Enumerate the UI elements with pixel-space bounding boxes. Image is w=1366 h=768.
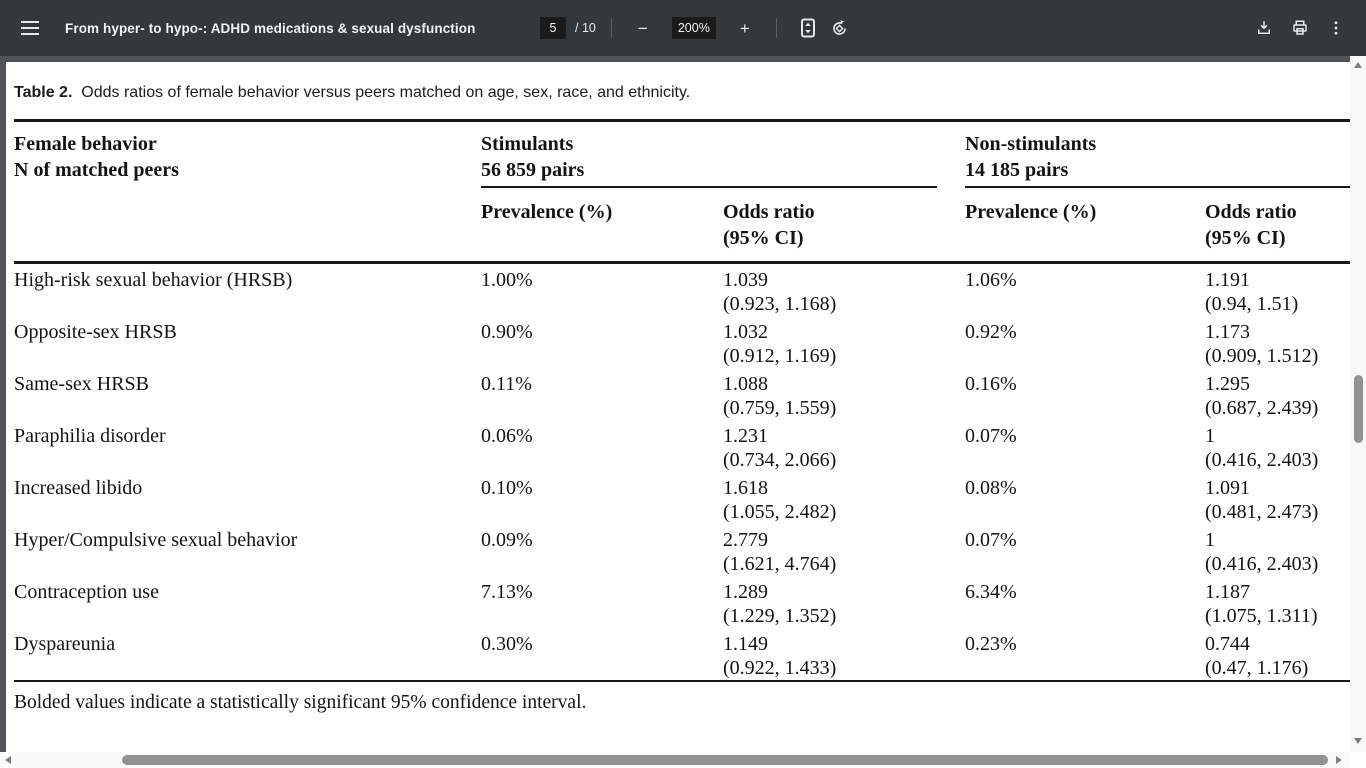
table-row: Dyspareunia 0.30% 1.149 (0.922, 1.433) 0.… (14, 628, 1350, 681)
non-odds-cell: 1.187 (1.075, 1.311) (1205, 581, 1318, 627)
stim-prevalence-cell: 0.90% (481, 321, 533, 343)
subheader-stim-prevalence: Prevalence (%) (481, 201, 613, 223)
page-number-input[interactable]: 5 (540, 17, 566, 39)
table-caption: Table 2. Odds ratios of female behavior … (14, 84, 1350, 102)
fit-page-button[interactable] (792, 12, 824, 44)
non-prevalence-cell: 1.06% (965, 269, 1017, 291)
stim-odds-cell: 1.618 (1.055, 2.482) (723, 477, 837, 523)
non-prevalence-cell: 0.92% (965, 321, 1017, 343)
scroll-left-icon[interactable] (5, 756, 11, 764)
group-header-stimulants: Stimulants 56 859 pairs (481, 121, 965, 188)
more-options-button[interactable] (1320, 12, 1352, 44)
rotate-button[interactable] (824, 12, 856, 44)
menu-icon (21, 21, 39, 35)
subheader-non-prevalence: Prevalence (%) (965, 201, 1097, 223)
pdf-toolbar: From hyper- to hypo-: ADHD medications &… (0, 0, 1366, 56)
table-footnote: Bolded values indicate a statistically s… (14, 692, 587, 713)
non-odds-cell: 1 (0.416, 2.403) (1205, 529, 1319, 575)
behavior-cell: Contraception use (14, 581, 159, 603)
subheader-stim-odds-ratio: Odds ratio (95% CI) (723, 201, 815, 249)
non-odds-cell: 1 (0.416, 2.403) (1205, 425, 1319, 471)
print-button[interactable] (1284, 12, 1316, 44)
table-row: Hyper/Compulsive sexual behavior 0.09% 2… (14, 524, 1350, 576)
odds-ratio-table: Female behavior N of matched peers Stimu… (14, 119, 1351, 682)
non-prevalence-cell: 6.34% (965, 581, 1017, 603)
print-icon (1293, 20, 1307, 35)
download-button[interactable] (1248, 12, 1280, 44)
non-prevalence-cell: 0.07% (965, 425, 1017, 447)
non-prevalence-cell: 0.16% (965, 373, 1017, 395)
non-prevalence-cell: 0.08% (965, 477, 1017, 499)
group-header-non-stimulants: Non-stimulants 14 185 pairs (965, 121, 1351, 188)
table-row: Contraception use 7.13% 1.289 (1.229, 1.3… (14, 576, 1350, 628)
vertical-scrollbar[interactable] (1350, 56, 1366, 752)
toolbar-actions (1248, 0, 1352, 56)
behavior-cell: Opposite-sex HRSB (14, 321, 177, 343)
behavior-cell: Hyper/Compulsive sexual behavior (14, 529, 298, 551)
table-row: Same-sex HRSB 0.11% 1.088 (0.759, 1.559) … (14, 368, 1350, 420)
table-row: Opposite-sex HRSB 0.90% 1.032 (0.912, 1.1… (14, 316, 1350, 368)
stim-prevalence-cell: 0.10% (481, 477, 533, 499)
menu-button[interactable] (14, 12, 46, 44)
non-odds-cell: 1.091 (0.481, 2.473) (1205, 477, 1319, 523)
toolbar-separator (775, 18, 777, 38)
stim-odds-cell: 1.149 (0.922, 1.433) (723, 633, 837, 679)
horizontal-scrollbar-thumb[interactable] (122, 755, 1328, 765)
behavior-cell: Increased libido (14, 477, 143, 499)
stim-odds-cell: 1.088 (0.759, 1.559) (723, 373, 837, 419)
stim-prevalence-cell: 0.09% (481, 529, 533, 551)
download-icon (1258, 21, 1270, 34)
stim-odds-cell: 1.231 (0.734, 2.066) (723, 425, 837, 471)
zoom-out-button[interactable]: − (627, 12, 659, 44)
table-caption-label: Table 2. (14, 84, 73, 101)
non-odds-cell: 1.173 (0.909, 1.512) (1205, 321, 1319, 367)
behavior-cell: Paraphilia disorder (14, 425, 166, 447)
zoom-in-button[interactable]: + (729, 12, 761, 44)
vertical-scrollbar-thumb[interactable] (1354, 375, 1363, 443)
non-odds-cell: 1.295 (0.687, 2.439) (1205, 373, 1319, 419)
pdf-page: Table 2. Odds ratios of female behavior … (6, 62, 1351, 752)
stim-prevalence-cell: 0.11% (481, 373, 532, 395)
scrollbar-corner (1350, 752, 1366, 768)
group-underline (965, 186, 1351, 188)
more-options-icon (1334, 21, 1338, 35)
horizontal-scrollbar[interactable] (0, 752, 1350, 768)
document-title: From hyper- to hypo-: ADHD medications &… (65, 20, 476, 36)
behavior-cell: Dyspareunia (14, 633, 116, 655)
non-odds-cell: 1.191 (0.94, 1.51) (1205, 269, 1299, 315)
group-underline (481, 186, 937, 188)
page-count-label: / 10 (575, 21, 596, 35)
page-zoom-controls: 5 / 10 − 200% + (540, 0, 856, 56)
scroll-right-icon[interactable] (1336, 756, 1342, 764)
column-header-behavior: Female behavior N of matched peers (14, 133, 179, 181)
table-row: High-risk sexual behavior (HRSB) 1.00% 1… (14, 263, 1350, 317)
zoom-level-input[interactable]: 200% (671, 17, 716, 39)
rotate-icon (833, 19, 847, 35)
toolbar-separator (610, 18, 612, 38)
table-caption-text: Odds ratios of female behavior versus pe… (81, 84, 691, 101)
stim-odds-cell: 1.032 (0.912, 1.169) (723, 321, 837, 367)
stim-odds-cell: 1.289 (1.229, 1.352) (723, 581, 837, 627)
stim-prevalence-cell: 7.13% (481, 581, 533, 603)
stim-odds-cell: 2.779 (1.621, 4.764) (723, 529, 837, 575)
minus-icon: − (637, 18, 648, 38)
non-prevalence-cell: 0.07% (965, 529, 1017, 551)
fit-page-icon (800, 18, 815, 38)
stim-odds-cell: 1.039 (0.923, 1.168) (723, 269, 837, 315)
behavior-cell: High-risk sexual behavior (HRSB) (14, 269, 293, 291)
subheader-non-odds-ratio: Odds ratio (95% CI) (1205, 201, 1297, 249)
stim-prevalence-cell: 0.30% (481, 633, 533, 655)
non-prevalence-cell: 0.23% (965, 633, 1017, 655)
stim-prevalence-cell: 1.00% (481, 269, 533, 291)
table-row: Increased libido 0.10% 1.618 (1.055, 2.48… (14, 472, 1350, 524)
table-row: Paraphilia disorder 0.06% 1.231 (0.734, 2… (14, 420, 1350, 472)
behavior-cell: Same-sex HRSB (14, 373, 149, 395)
scroll-down-icon[interactable] (1354, 738, 1362, 744)
scroll-up-icon[interactable] (1354, 62, 1362, 68)
non-odds-cell: 0.744 (0.47, 1.176) (1205, 633, 1309, 679)
stim-prevalence-cell: 0.06% (481, 425, 533, 447)
plus-icon: + (739, 18, 750, 38)
